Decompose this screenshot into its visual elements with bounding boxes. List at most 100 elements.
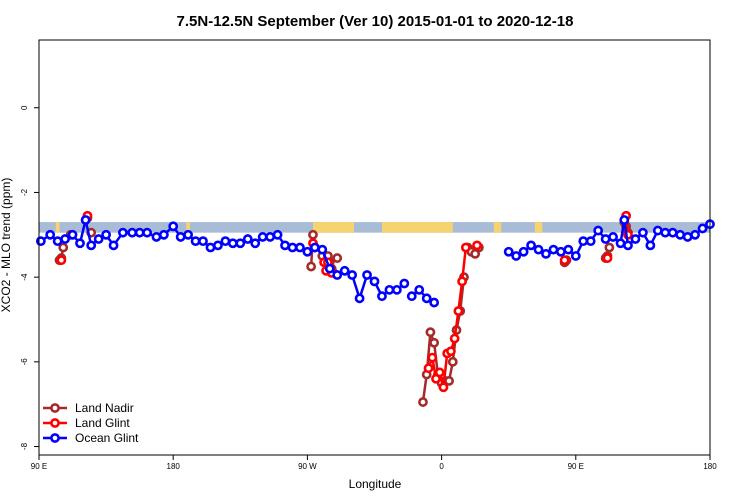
data-point [457, 276, 468, 287]
data-point [35, 236, 46, 247]
data-point [377, 291, 387, 302]
data-point [58, 242, 69, 253]
data-point [347, 270, 358, 280]
data-point [667, 227, 678, 238]
data-point [438, 382, 449, 393]
data-point [257, 232, 268, 242]
data-point [472, 240, 482, 251]
data-point [158, 229, 169, 240]
data-point [518, 246, 529, 257]
data-point [369, 276, 380, 287]
legend-label: Land Nadir [75, 401, 134, 415]
data-point [45, 229, 56, 240]
data-point [429, 297, 440, 308]
data-point [302, 246, 313, 257]
data-point [406, 291, 417, 302]
data-point [80, 215, 91, 225]
data-point [93, 234, 104, 244]
data-point [339, 265, 350, 276]
y-tick-label: -6 [20, 358, 29, 366]
data-point [690, 229, 700, 240]
data-point [444, 375, 454, 386]
x-tick-label: 0 [439, 462, 444, 471]
data-point [60, 234, 70, 244]
data-point [399, 278, 410, 289]
data-point [602, 253, 613, 263]
data-point [308, 229, 318, 240]
data-point [682, 232, 693, 242]
data-point [555, 246, 566, 257]
legend-item: Land Nadir [43, 401, 134, 415]
data-point [117, 227, 128, 238]
data-point [619, 215, 630, 225]
data-point [453, 306, 464, 316]
data-point [280, 240, 290, 251]
y-tick-label: -8 [20, 442, 29, 450]
data-point [503, 246, 514, 257]
data-point [578, 236, 589, 247]
data-point [548, 244, 559, 255]
legend-marker [50, 418, 60, 428]
data-point [295, 242, 305, 253]
data-point [56, 255, 67, 266]
ocean-band [39, 222, 710, 233]
legend-label: Ocean Glint [75, 431, 139, 445]
data-point [306, 261, 317, 272]
data-point [429, 337, 440, 348]
data-point [220, 236, 231, 247]
data-point [67, 229, 78, 240]
data-point [101, 229, 111, 240]
data-point [460, 242, 471, 253]
plot-frame [38, 39, 711, 456]
data-point [638, 227, 648, 238]
legend-marker [50, 433, 60, 443]
data-point [563, 244, 574, 255]
data-point [168, 221, 179, 232]
legend-marker [50, 403, 60, 413]
data-point [652, 225, 663, 236]
data-point [434, 367, 445, 378]
y-tick-label: -2 [20, 188, 29, 196]
data-point [559, 255, 570, 266]
series-land-nadir [54, 212, 633, 407]
data-point [250, 238, 261, 249]
data-point [205, 242, 216, 253]
land-segment [493, 222, 502, 233]
data-point [242, 234, 253, 244]
series-land-glint [56, 210, 633, 393]
data-point [511, 251, 522, 261]
data-point [362, 270, 372, 280]
chart-title: 7.5N-12.5N September (Ver 10) 2015-01-01… [177, 13, 574, 30]
data-point [604, 242, 615, 253]
data-point [391, 284, 402, 295]
data-point [287, 242, 298, 253]
data-point [600, 234, 611, 244]
data-point [183, 229, 194, 240]
data-point [585, 236, 596, 247]
data-point [265, 232, 276, 242]
data-point [593, 225, 604, 236]
data-point [660, 227, 671, 238]
land-segment [312, 222, 354, 233]
data-point [332, 253, 343, 263]
data-point [675, 229, 686, 240]
data-point [213, 240, 223, 251]
data-point [384, 284, 395, 295]
land-segment [55, 222, 60, 233]
x-tick-label: 180 [703, 462, 717, 471]
data-point [425, 327, 436, 338]
series-layer [35, 210, 715, 407]
data-point [427, 352, 438, 363]
y-tick-label: -4 [20, 273, 29, 281]
data-point [52, 236, 63, 247]
data-point [608, 232, 618, 242]
y-tick-label: 0 [20, 105, 29, 110]
legend-item: Ocean Glint [43, 431, 139, 445]
legend-item: Land Glint [43, 416, 130, 430]
x-tick-label: 90 E [568, 462, 584, 471]
data-point [235, 238, 246, 249]
data-point [190, 236, 201, 247]
data-point [533, 244, 544, 255]
x-tick-label: 180 [167, 462, 181, 471]
